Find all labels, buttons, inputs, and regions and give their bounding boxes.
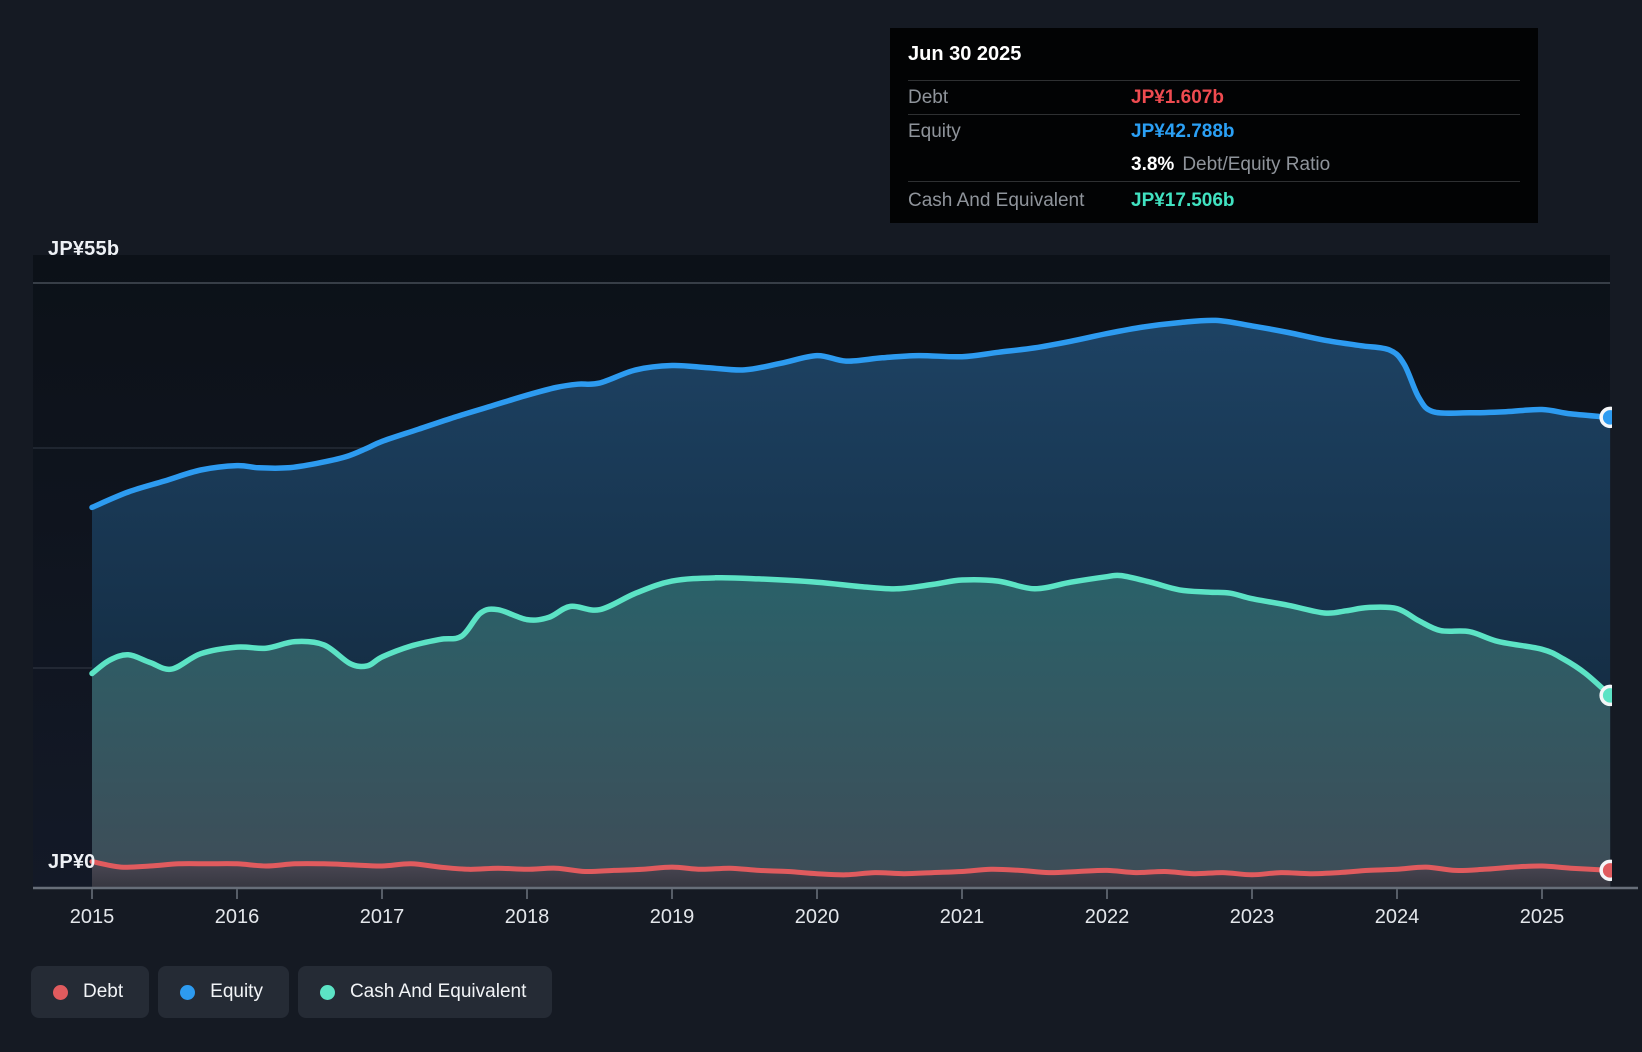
tooltip-ratio: 3.8% Debt/Equity Ratio <box>1131 154 1330 176</box>
debt-endpoint-marker[interactable] <box>1599 859 1619 882</box>
x-label-2022: 2022 <box>1085 906 1130 928</box>
x-label-2021: 2021 <box>940 906 985 928</box>
y-axis-zero-label: JP¥0 <box>48 851 96 873</box>
cash-endpoint-marker[interactable] <box>1599 684 1619 707</box>
equity-line[interactable] <box>89 317 1612 511</box>
tooltip-date: Jun 30 2025 <box>908 42 1022 65</box>
equity-endpoint-marker[interactable] <box>1599 406 1619 429</box>
cash-dot-icon <box>319 984 335 1000</box>
tooltip-cash-row: Cash And Equivalent JP¥17.506b <box>908 181 1520 219</box>
legend-item-cash[interactable]: Cash And Equivalent <box>297 966 553 1018</box>
x-label-2017: 2017 <box>360 906 405 928</box>
legend-cash-label: Cash And Equivalent <box>349 981 527 1002</box>
tooltip-debt-value: JP¥1.607b <box>1131 86 1224 108</box>
tooltip-debt-label: Debt <box>908 86 949 108</box>
cash-area <box>92 575 1611 888</box>
tooltip-equity-value: JP¥42.788b <box>1131 120 1235 142</box>
x-label-2015: 2015 <box>70 906 115 928</box>
tooltip-ratio-label: Debt/Equity Ratio <box>1182 153 1331 175</box>
tooltip-equity-label: Equity <box>908 120 961 142</box>
x-label-2024: 2024 <box>1375 906 1420 928</box>
x-label-2019: 2019 <box>650 906 695 928</box>
debt-line[interactable] <box>89 859 1612 878</box>
legend-item-debt[interactable]: Debt <box>31 966 150 1018</box>
x-label-2023: 2023 <box>1230 906 1275 928</box>
cash-line[interactable] <box>89 572 1612 699</box>
tooltip-ratio-row: 3.8% Debt/Equity Ratio <box>908 148 1520 181</box>
tooltip-debt-row: Debt JP¥1.607b <box>908 80 1520 114</box>
chart-legend: Debt Equity Cash And Equivalent <box>31 966 553 1018</box>
chart-tooltip: Jun 30 2025 Debt JP¥1.607b Equity JP¥42.… <box>890 28 1538 223</box>
x-label-2020: 2020 <box>795 906 840 928</box>
tooltip-equity-row: Equity JP¥42.788b <box>908 114 1520 148</box>
tooltip-cash-label: Cash And Equivalent <box>908 189 1085 211</box>
debt-dot-icon <box>53 984 68 1000</box>
x-label-2016: 2016 <box>215 906 260 928</box>
tooltip-cash-value: JP¥17.506b <box>1131 189 1235 211</box>
x-label-2018: 2018 <box>505 906 550 928</box>
equity-dot-icon <box>180 984 196 1000</box>
y-axis-max-label: JP¥55b <box>48 238 120 260</box>
legend-item-equity[interactable]: Equity <box>158 966 289 1018</box>
legend-equity-label: Equity <box>210 981 263 1002</box>
tooltip-ratio-value: 3.8% <box>1131 153 1175 175</box>
x-label-2025: 2025 <box>1520 906 1565 928</box>
legend-debt-label: Debt <box>83 981 124 1002</box>
